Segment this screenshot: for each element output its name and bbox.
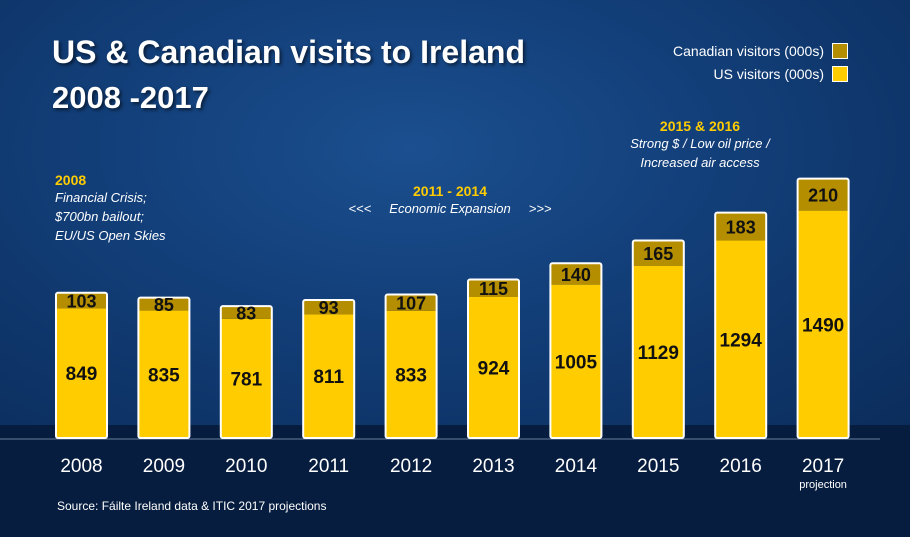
data-label-canadian-2013: 115 (479, 279, 508, 299)
bar-outline-2013 (467, 278, 520, 440)
bar-canadian-2012 (385, 294, 437, 311)
legend-label-us: US visitors (000s) (713, 66, 824, 82)
legend-swatch-canadian (832, 43, 848, 59)
annotation-2015-2016: 2015 & 2016 Strong $ / Low oil price / I… (605, 118, 795, 172)
bar-us-2017 (797, 210, 849, 438)
bar-outline-2015 (631, 239, 685, 439)
bar-us-2014 (550, 284, 602, 438)
data-label-us-2010: 781 (230, 369, 262, 390)
bar-us-2008 (56, 308, 107, 438)
x-tick-label-2017: 2017 (802, 456, 844, 477)
bar-canadian-2009 (138, 297, 190, 311)
annotation-2015-line: Increased air access (640, 155, 760, 170)
annotation-2008-heading: 2008 (55, 172, 87, 188)
data-label-canadian-2012: 107 (396, 294, 426, 314)
data-label-canadian-2009: 85 (154, 295, 174, 315)
bar-canadian-2010 (220, 306, 272, 319)
x-tick-label-2015: 2015 (637, 456, 679, 477)
annotation-2011-line: <<< Economic Expansion >>> (348, 201, 552, 216)
data-label-canadian-2017: 210 (808, 186, 838, 206)
x-tick-label-2013: 2013 (472, 456, 514, 477)
data-label-us-2008: 849 (66, 364, 98, 385)
x-tick-label-2012: 2012 (390, 456, 432, 477)
bar-canadian-2013 (468, 279, 519, 297)
bar-us-2011 (303, 314, 355, 438)
data-label-canadian-2015: 165 (643, 244, 673, 264)
bar-outline-2008 (55, 291, 108, 439)
legend-swatch-us (832, 66, 848, 82)
bar-canadian-2011 (303, 300, 355, 315)
bar-canadian-2015 (632, 240, 684, 266)
annotation-2008-line: $700bn bailout; (55, 209, 144, 224)
x-tick-label-2010: 2010 (225, 456, 267, 477)
data-label-us-2009: 835 (148, 365, 180, 386)
data-label-us-2016: 1294 (720, 330, 763, 351)
bar-canadian-2014 (550, 263, 602, 285)
annotation-2011-2014: 2011 - 2014 <<< Economic Expansion >>> (340, 183, 560, 218)
data-label-us-2014: 1005 (555, 352, 598, 373)
legend-label-canadian: Canadian visitors (000s) (673, 43, 824, 59)
axis-band (0, 425, 910, 537)
bar-us-2013 (468, 296, 519, 438)
data-label-canadian-2016: 183 (726, 218, 756, 238)
annotation-2015-heading: 2015 & 2016 (659, 118, 741, 134)
bar-outline-2017 (796, 177, 850, 440)
data-label-canadian-2014: 140 (561, 265, 591, 285)
bar-us-2009 (138, 310, 190, 438)
data-label-us-2015: 1129 (638, 343, 679, 364)
x-tick-label-2009: 2009 (143, 456, 185, 477)
data-label-canadian-2011: 93 (319, 298, 339, 318)
bar-outline-2011 (302, 299, 356, 439)
bar-canadian-2008 (56, 292, 107, 309)
x-tick-label-2008: 2008 (60, 456, 102, 477)
data-label-canadian-2008: 103 (66, 292, 96, 312)
data-label-us-2013: 924 (478, 358, 510, 379)
bar-outline-2016 (714, 211, 768, 439)
bar-canadian-2017 (797, 178, 849, 211)
chart-title: US & Canadian visits to Ireland (52, 34, 525, 70)
legend-item-us: US visitors (000s) (714, 66, 848, 82)
bar-outline-2009 (137, 296, 191, 439)
chart-subtitle: 2008 -2017 (52, 80, 209, 115)
annotation-2008-line: Financial Crisis; (55, 190, 147, 205)
bar-canadian-2016 (715, 212, 767, 241)
annotation-2008-line: EU/US Open Skies (55, 228, 166, 243)
bar-outline-2010 (219, 305, 273, 439)
data-label-us-2011: 811 (313, 367, 344, 388)
annotation-2008: 2008 Financial Crisis; $700bn bailout; E… (55, 172, 166, 245)
x-tick-label-2016: 2016 (720, 456, 762, 477)
x-tick-label-2011: 2011 (308, 456, 349, 477)
data-label-us-2017: 1490 (802, 315, 844, 336)
annotation-2015-line: Strong $ / Low oil price / (630, 136, 770, 151)
x-tick-label-2014: 2014 (555, 456, 598, 477)
bar-us-2016 (715, 240, 767, 438)
source-note: Source: Fáilte Ireland data & ITIC 2017 … (57, 499, 327, 513)
bar-us-2012 (385, 310, 437, 438)
data-label-canadian-2010: 83 (236, 303, 256, 323)
bar-outline-2014 (549, 262, 603, 440)
data-label-us-2012: 833 (395, 365, 427, 386)
bar-us-2015 (632, 265, 684, 438)
bar-outline-2012 (384, 293, 438, 439)
bar-us-2010 (220, 318, 272, 438)
x-tick-sublabel-2017: projection (799, 479, 847, 491)
legend-item-canadian: Canadian visitors (000s) (673, 43, 848, 59)
annotation-2011-heading: 2011 - 2014 (413, 183, 487, 199)
